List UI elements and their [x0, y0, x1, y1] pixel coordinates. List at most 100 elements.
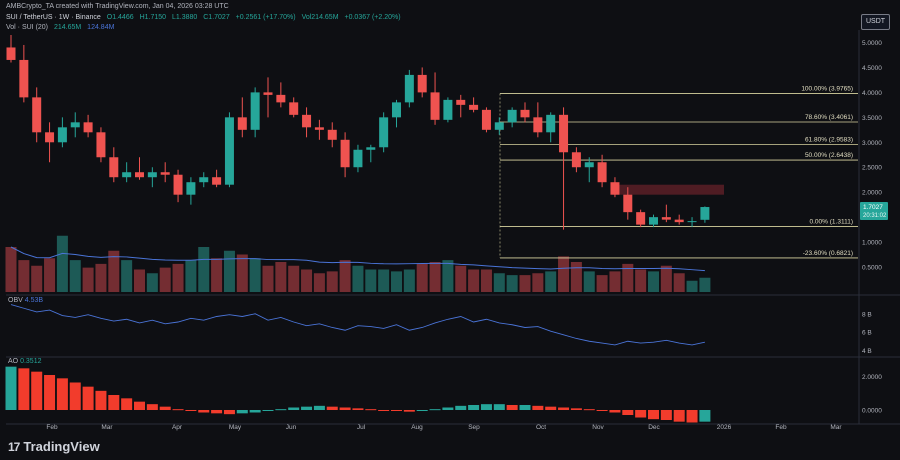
volume-bar — [198, 247, 210, 292]
tradingview-logo[interactable]: 17 TradingView — [8, 439, 100, 454]
candle — [70, 112, 80, 138]
volume-bar — [558, 256, 570, 292]
volume-bar — [429, 262, 441, 292]
candle-body — [302, 114, 312, 128]
candle-body — [546, 114, 556, 133]
volume-bar — [31, 265, 43, 292]
price-tick-label: 3.5000 — [862, 115, 882, 122]
ao-bar — [570, 408, 582, 410]
candle-body — [533, 117, 543, 133]
fib-level-label: -23.60% (0.6821) — [803, 250, 853, 257]
candle-body — [212, 177, 222, 185]
candle-body — [571, 152, 581, 168]
current-price-tag — [860, 202, 888, 221]
ohlc-low: L1.3880 — [171, 14, 198, 21]
ohlc-close: C1.7027 — [203, 14, 230, 21]
ao-bar — [558, 407, 570, 410]
ao-bar — [365, 409, 377, 411]
candle-body — [160, 172, 170, 175]
candle-body — [623, 194, 633, 213]
ao-bar — [416, 410, 428, 411]
obv-tick-label: 4 B — [862, 348, 872, 355]
ohlc-high: H1.7150 — [139, 14, 167, 21]
ao-bar — [69, 382, 81, 410]
candle — [289, 97, 299, 118]
x-tick-label: Feb — [46, 424, 58, 431]
volume-indicator-label[interactable]: Vol · SUI (20) — [6, 24, 49, 31]
price-tick-label: 5.0000 — [862, 40, 882, 47]
symbol-title[interactable]: SUI / TetherUS · 1W · Binance — [6, 14, 101, 21]
ao-bar — [18, 368, 30, 410]
fib-level-label: 61.80% (2.9583) — [805, 136, 853, 143]
volume-bar — [378, 269, 390, 292]
candle — [263, 77, 273, 118]
currency-button[interactable]: USDT — [861, 14, 890, 30]
candle — [610, 177, 620, 198]
candle — [353, 144, 363, 173]
candle — [224, 112, 234, 188]
volume-value: 214.65M — [53, 24, 82, 31]
candle-body — [443, 99, 453, 120]
volume-bar — [468, 269, 480, 292]
ao-label[interactable]: AO — [8, 358, 19, 365]
candle — [571, 147, 581, 173]
volume-bar — [249, 258, 261, 292]
ao-bar — [455, 405, 467, 410]
x-tick-label: Sep — [468, 424, 480, 431]
ao-bar — [673, 410, 685, 422]
ao-bar — [44, 375, 56, 410]
candle — [481, 107, 491, 133]
candle — [507, 107, 517, 128]
volume-bar — [699, 277, 711, 292]
candle — [392, 99, 401, 128]
ao-bar — [249, 410, 261, 413]
ao-bar — [159, 406, 171, 410]
tradingview-logo-text: TradingView — [23, 439, 100, 454]
volume-bar — [211, 258, 223, 292]
candle — [559, 107, 569, 230]
ao-bar — [480, 404, 492, 410]
candle — [456, 94, 466, 118]
candle-body — [32, 97, 42, 133]
ao-bar — [5, 366, 17, 410]
x-tick-label: Aug — [411, 424, 423, 431]
volume-bar — [545, 271, 557, 292]
candle — [199, 172, 209, 188]
candle — [379, 112, 389, 153]
price-tick-label: 2.0000 — [862, 190, 882, 197]
candle — [649, 214, 658, 228]
candle — [417, 67, 427, 98]
candle — [147, 167, 157, 188]
candle-body — [520, 109, 530, 118]
candle-body — [327, 129, 337, 140]
volume-bar — [570, 262, 582, 292]
candle-body — [186, 182, 196, 195]
volume-bar — [583, 271, 595, 292]
ohlc-open: O1.4466 — [106, 14, 134, 21]
candle-body — [70, 122, 80, 128]
candle — [597, 154, 607, 188]
obv-label[interactable]: OBV — [8, 297, 23, 304]
volume-bar — [506, 275, 518, 292]
volume-bar — [352, 265, 364, 292]
volume-bar — [185, 260, 197, 292]
price-tick-label: 3.0000 — [862, 140, 882, 147]
candle — [302, 107, 312, 138]
volume-bar — [416, 263, 428, 292]
ao-bar — [493, 404, 505, 410]
candle-body — [404, 74, 414, 103]
ao-bar — [468, 405, 480, 410]
ohlc-volume: Vol214.65M — [301, 14, 339, 21]
volume-bar — [288, 265, 300, 292]
candle-body — [250, 92, 260, 130]
volume-bar — [519, 275, 531, 292]
fib-level-label: 78.60% (3.4061) — [805, 114, 853, 121]
ao-bar — [82, 386, 94, 410]
volume-bar — [5, 247, 17, 292]
candle — [404, 69, 414, 108]
candle-body — [392, 102, 401, 118]
candle — [533, 102, 543, 138]
volume-bar — [596, 275, 608, 292]
volume-bar — [313, 273, 325, 292]
